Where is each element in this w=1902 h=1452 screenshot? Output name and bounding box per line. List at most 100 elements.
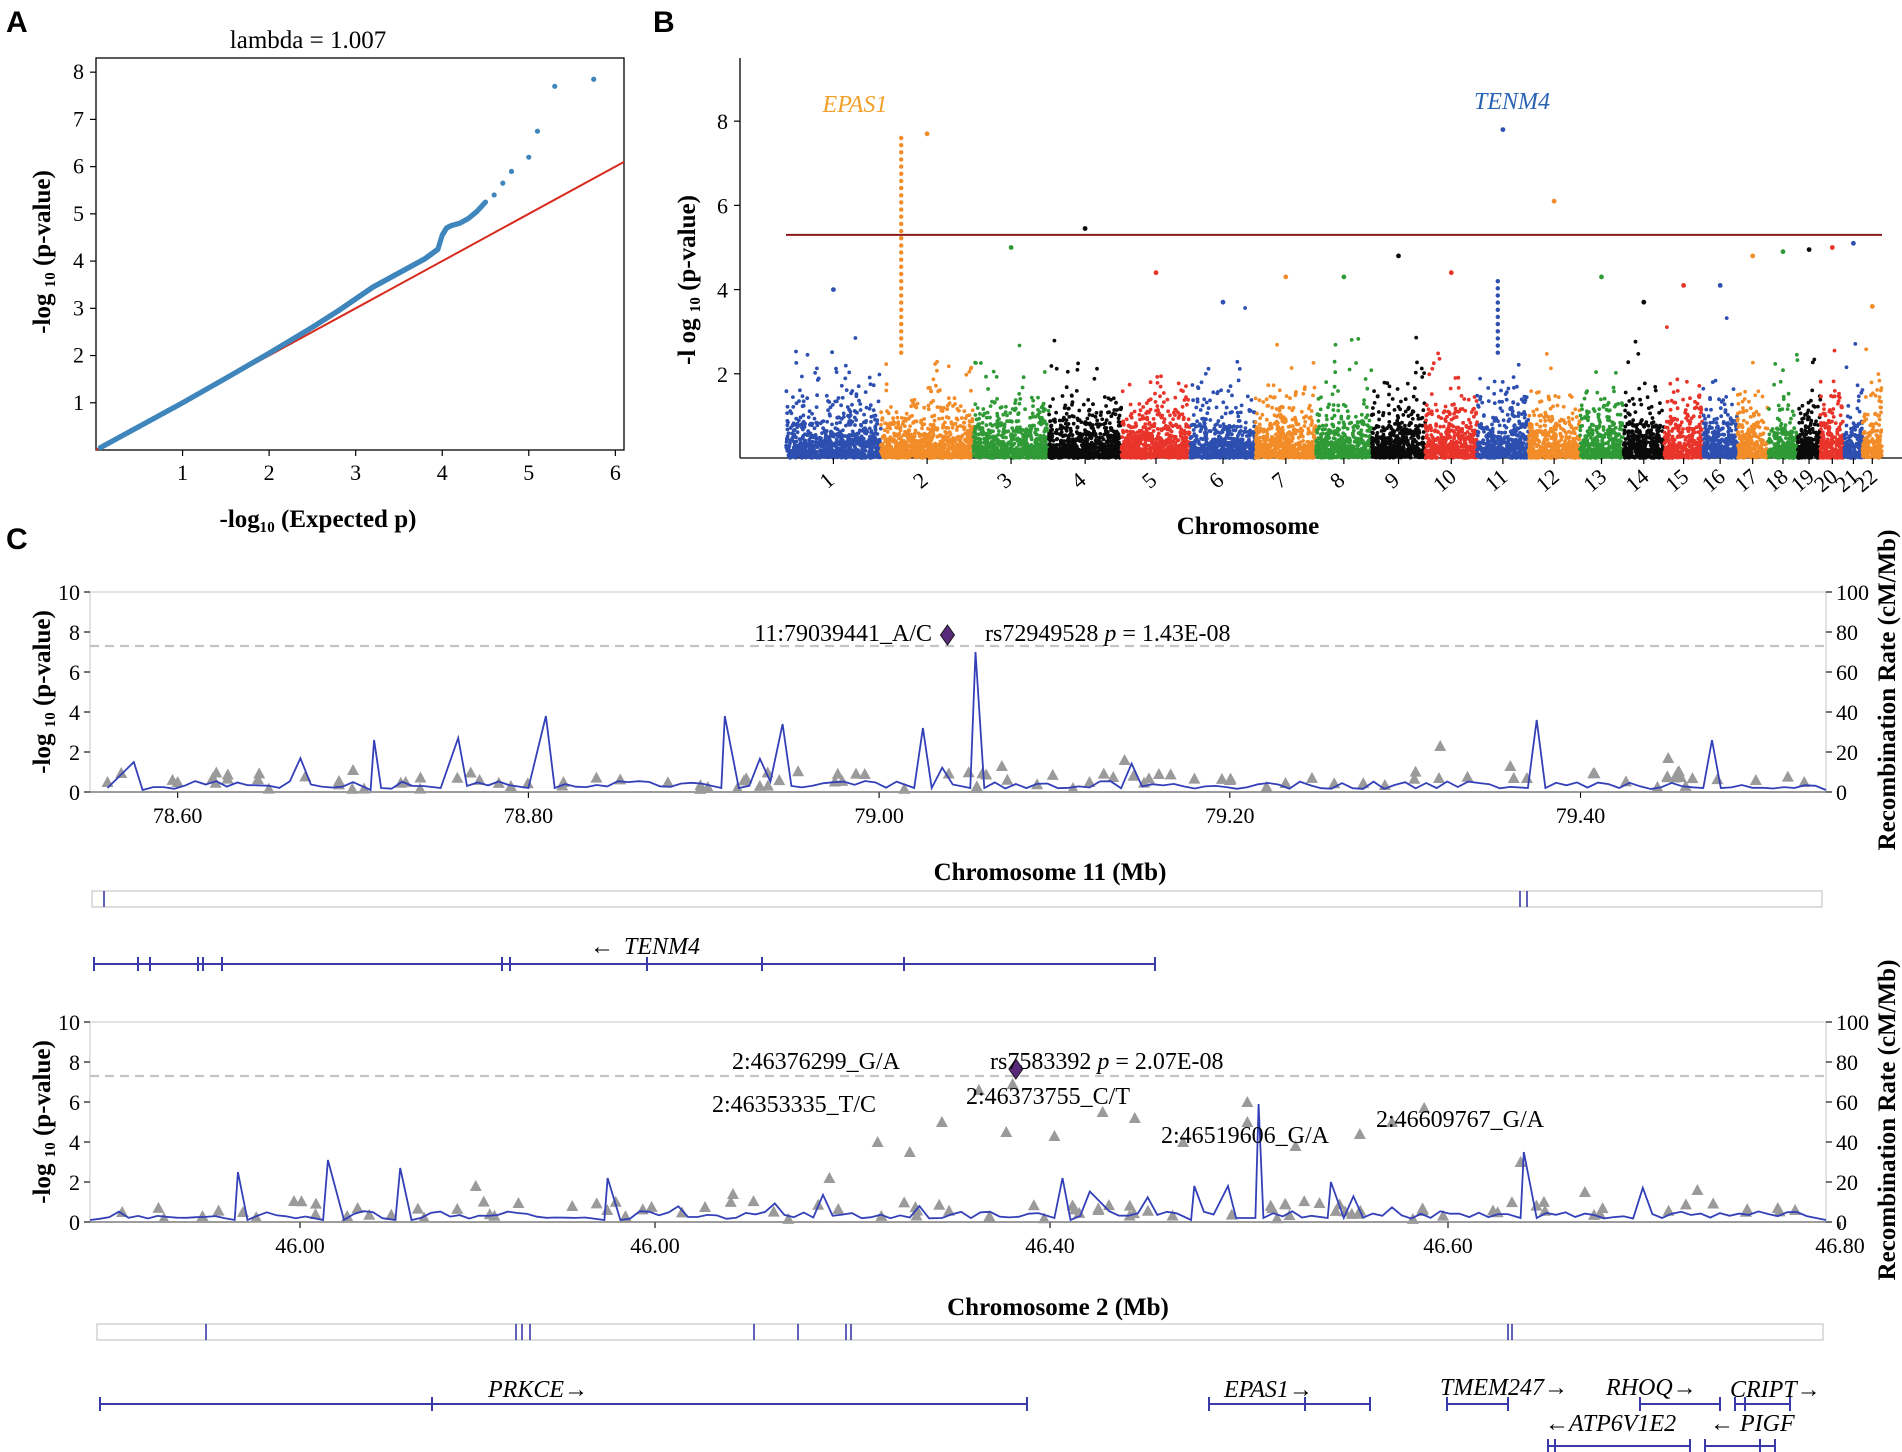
manhattan-point — [1017, 401, 1022, 406]
manhattan-point — [973, 427, 978, 432]
manhattan-point — [813, 440, 818, 445]
manhattan-point — [1191, 413, 1196, 417]
manhattan-point — [796, 448, 801, 452]
manhattan-point — [1016, 411, 1021, 415]
manhattan-point — [1155, 404, 1160, 408]
manhattan-point — [912, 440, 917, 444]
manhattan-point — [885, 454, 890, 458]
qq-point — [591, 76, 597, 82]
manhattan-point — [824, 429, 829, 433]
qq-x-tick-label: 4 — [437, 460, 448, 485]
manhattan-point — [827, 400, 832, 404]
manhattan-point — [847, 419, 852, 423]
manhattan-point — [1194, 434, 1198, 439]
manhattan-point — [1151, 429, 1156, 433]
manhattan-point — [1085, 438, 1090, 442]
manhattan-point — [854, 394, 859, 399]
manhattan-point — [785, 427, 790, 432]
manhattan-point — [969, 388, 973, 393]
manhattan-point — [798, 415, 803, 420]
manhattan-point — [875, 418, 880, 423]
manhattan-point — [1137, 402, 1142, 406]
manhattan-point — [1142, 436, 1147, 440]
manhattan-point — [845, 454, 850, 459]
manhattan-point — [946, 396, 951, 400]
manhattan-point — [967, 370, 972, 374]
manhattan-point — [843, 376, 848, 381]
manhattan-point — [856, 431, 861, 436]
manhattan-point — [1137, 412, 1142, 417]
manhattan-point — [1214, 405, 1219, 410]
manhattan-point — [820, 440, 825, 444]
manhattan-point — [948, 432, 953, 437]
manhattan-point — [1081, 402, 1086, 407]
manhattan-point — [818, 448, 822, 452]
manhattan-point — [1138, 417, 1142, 422]
manhattan-point — [876, 399, 881, 404]
manhattan-point — [871, 408, 876, 413]
manhattan-peak-point — [831, 287, 836, 292]
manhattan-point — [796, 423, 801, 428]
manhattan-point — [853, 409, 858, 414]
qq-x-tick-label: 1 — [177, 460, 188, 485]
manhattan-point — [1100, 445, 1105, 450]
manhattan-point — [1054, 437, 1059, 442]
manhattan-point — [843, 434, 848, 438]
manhattan-point — [1116, 423, 1121, 428]
manhattan-point — [951, 404, 955, 408]
manhattan-point — [1221, 422, 1226, 427]
manhattan-point — [1009, 449, 1014, 454]
manhattan-point — [843, 440, 848, 445]
manhattan-point — [785, 437, 790, 441]
manhattan-point — [927, 456, 932, 460]
manhattan-point — [909, 404, 914, 409]
manhattan-point — [1097, 422, 1102, 427]
manhattan-point — [888, 423, 892, 427]
manhattan-point — [1158, 384, 1163, 389]
manhattan-point — [813, 371, 817, 375]
manhattan-point — [873, 427, 878, 432]
manhattan-point — [1093, 414, 1098, 419]
manhattan-point — [839, 403, 843, 408]
manhattan-point — [963, 455, 967, 460]
manhattan-point — [931, 422, 936, 427]
manhattan-point — [989, 445, 994, 450]
manhattan-point — [1048, 419, 1052, 424]
manhattan-point — [1155, 381, 1160, 385]
manhattan-point — [1239, 403, 1244, 408]
manhattan-point — [801, 435, 805, 440]
manhattan-point — [789, 451, 794, 456]
manhattan-point — [1082, 421, 1087, 426]
manhattan-point — [806, 415, 811, 420]
manhattan-point — [1047, 455, 1052, 459]
manhattan-point — [908, 433, 913, 438]
manhattan-point — [839, 434, 844, 438]
manhattan-point — [976, 424, 981, 428]
manhattan-point — [959, 452, 963, 457]
manhattan-point — [1108, 433, 1113, 438]
manhattan-point — [1142, 416, 1147, 421]
manhattan-point — [885, 409, 889, 413]
manhattan-point — [826, 408, 830, 413]
manhattan-point — [1159, 447, 1163, 451]
manhattan-point — [941, 443, 946, 448]
manhattan-point — [826, 435, 831, 439]
manhattan-point — [919, 420, 923, 425]
manhattan-point — [1148, 397, 1153, 402]
manhattan-point — [1049, 423, 1054, 428]
manhattan-point — [948, 438, 952, 443]
manhattan-point — [991, 369, 996, 374]
manhattan-point — [913, 428, 918, 433]
manhattan-point — [1056, 453, 1061, 457]
manhattan-point — [1018, 447, 1022, 452]
manhattan-point — [990, 423, 995, 428]
manhattan-point — [853, 453, 858, 457]
manhattan-point — [1052, 338, 1057, 343]
manhattan-point — [1133, 421, 1138, 426]
manhattan-point — [1195, 419, 1199, 424]
manhattan-point — [1106, 396, 1111, 401]
manhattan-point — [1042, 429, 1047, 434]
manhattan-point — [1024, 433, 1028, 438]
manhattan-point — [965, 413, 969, 418]
manhattan-point — [923, 435, 927, 440]
